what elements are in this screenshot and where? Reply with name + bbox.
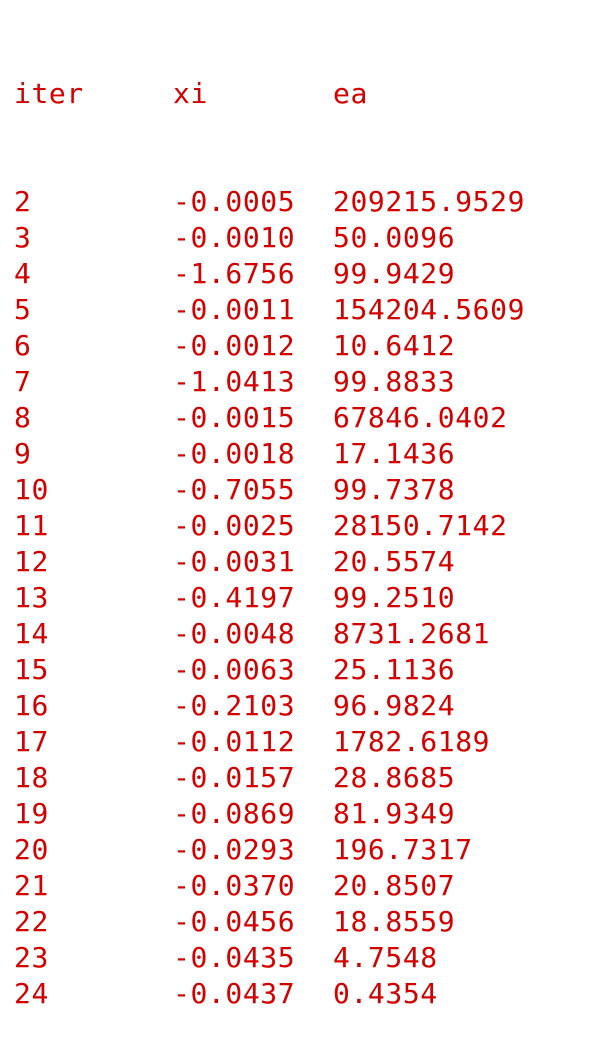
ea-cell: 209215.9529 [333,185,526,218]
ea-cell: 81.9349 [333,797,456,830]
ea-cell: 196.7317 [333,833,473,866]
xi-cell: -0.2103 [173,689,296,722]
table-row: 15 -0.0063 25.1136 [14,652,593,688]
xi-cell: -0.0157 [173,761,296,794]
xi-cell: -0.0112 [173,725,296,758]
iter-cell: 9 [14,437,32,470]
xi-cell: -0.7055 [173,473,296,506]
iter-cell: 2 [14,185,32,218]
table-row: 21 -0.0370 20.8507 [14,868,593,904]
ea-cell: 28.8685 [333,761,456,794]
ea-cell: 67846.0402 [333,401,508,434]
table-row: 14 -0.0048 8731.2681 [14,616,593,652]
ea-cell: 25.1136 [333,653,456,686]
xi-cell: -0.0015 [173,401,296,434]
ea-cell: 20.8507 [333,869,456,902]
xi-cell: -0.0031 [173,545,296,578]
xi-cell: -0.0370 [173,869,296,902]
table-row: 8 -0.0015 67846.0402 [14,400,593,436]
iter-cell: 21 [14,869,49,902]
iter-cell: 22 [14,905,49,938]
xi-cell: -0.0063 [173,653,296,686]
table-row: 3 -0.0010 50.0096 [14,220,593,256]
xi-cell: -0.0025 [173,509,296,542]
iter-cell: 7 [14,365,32,398]
ea-cell: 99.9429 [333,257,456,290]
ea-cell: 96.9824 [333,689,456,722]
iter-cell: 17 [14,725,49,758]
table-row: 16 -0.2103 96.9824 [14,688,593,724]
xi-cell: -1.6756 [173,257,296,290]
table-row: 23 -0.0435 4.7548 [14,940,593,976]
iter-cell: 10 [14,473,49,506]
iter-cell: 4 [14,257,32,290]
xi-cell: -0.0456 [173,905,296,938]
console-output: iter xi ea 2 -0.0005 209215.9529 3 -0.0010 50… [14,4,593,1048]
iter-cell: 11 [14,509,49,542]
table-row: 22 -0.0456 18.8559 [14,904,593,940]
ea-cell: 4.7548 [333,941,438,974]
iter-cell: 20 [14,833,49,866]
iter-cell: 16 [14,689,49,722]
header-ea: ea [333,77,368,110]
ea-cell: 28150.7142 [333,509,508,542]
table-row: 6 -0.0012 10.6412 [14,328,593,364]
ea-cell: 20.5574 [333,545,456,578]
header-xi: xi [173,77,208,110]
table-row: 7 -1.0413 99.8833 [14,364,593,400]
table-row: 13 -0.4197 99.2510 [14,580,593,616]
iter-cell: 3 [14,221,32,254]
xi-cell: -0.0012 [173,329,296,362]
iter-cell: 6 [14,329,32,362]
xi-cell: -0.0435 [173,941,296,974]
ea-cell: 1782.6189 [333,725,491,758]
xi-cell: -0.0437 [173,977,296,1010]
xi-cell: -0.0018 [173,437,296,470]
xi-cell: -0.0005 [173,185,296,218]
table-row: 5 -0.0011 154204.5609 [14,292,593,328]
ea-cell: 99.2510 [333,581,456,614]
xi-cell: -0.0011 [173,293,296,326]
table-row: 12 -0.0031 20.5574 [14,544,593,580]
table-row: 4 -1.6756 99.9429 [14,256,593,292]
ea-cell: 50.0096 [333,221,456,254]
ea-cell: 17.1436 [333,437,456,470]
table-row: 9 -0.0018 17.1436 [14,436,593,472]
xi-cell: -0.4197 [173,581,296,614]
table-row: 24 -0.0437 0.4354 [14,976,593,1012]
iter-cell: 15 [14,653,49,686]
iter-cell: 24 [14,977,49,1010]
table-row: 19 -0.0869 81.9349 [14,796,593,832]
ea-cell: 18.8559 [333,905,456,938]
table-row: 11 -0.0025 28150.7142 [14,508,593,544]
ea-cell: 99.8833 [333,365,456,398]
iter-cell: 5 [14,293,32,326]
xi-cell: -0.0869 [173,797,296,830]
table-row: 20 -0.0293 196.7317 [14,832,593,868]
table-row: 18 -0.0157 28.8685 [14,760,593,796]
ea-cell: 99.7378 [333,473,456,506]
xi-cell: -0.0048 [173,617,296,650]
xi-cell: -0.0293 [173,833,296,866]
header-iter: iter [14,77,84,110]
iter-cell: 19 [14,797,49,830]
ea-cell: 10.6412 [333,329,456,362]
table-body: 2 -0.0005 209215.9529 3 -0.0010 50.0096 4 -1.67… [14,184,593,1012]
iter-cell: 8 [14,401,32,434]
iter-cell: 12 [14,545,49,578]
iter-cell: 23 [14,941,49,974]
header-row: iter xi ea [14,76,593,112]
ea-cell: 154204.5609 [333,293,526,326]
iter-cell: 13 [14,581,49,614]
iter-cell: 18 [14,761,49,794]
table-row: 17 -0.0112 1782.6189 [14,724,593,760]
xi-cell: -1.0413 [173,365,296,398]
table-row: 2 -0.0005 209215.9529 [14,184,593,220]
iter-cell: 14 [14,617,49,650]
ea-cell: 8731.2681 [333,617,491,650]
table-row: 10 -0.7055 99.7378 [14,472,593,508]
ea-cell: 0.4354 [333,977,438,1010]
xi-cell: -0.0010 [173,221,296,254]
